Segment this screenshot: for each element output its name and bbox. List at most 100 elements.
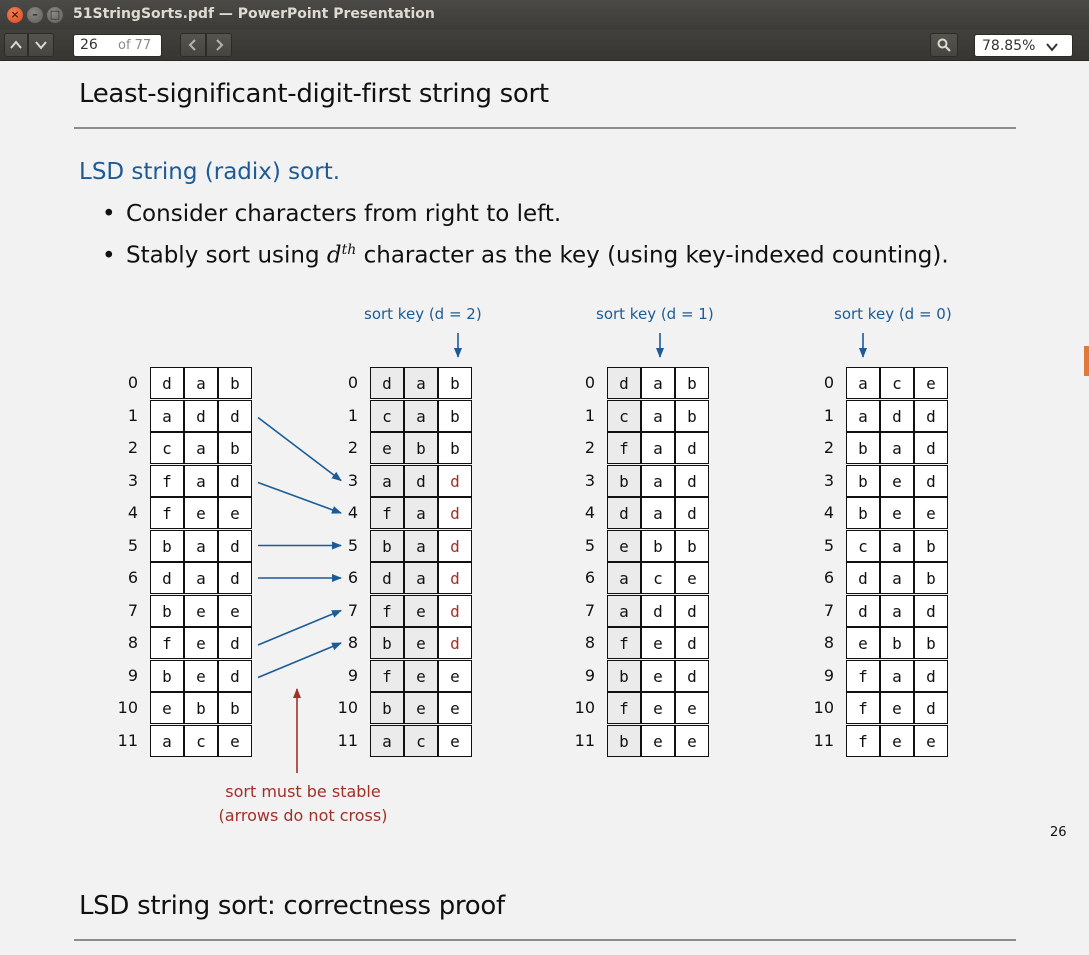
table-cell: a	[846, 399, 880, 432]
table-cell: d	[675, 464, 709, 497]
row-index: 9	[127, 665, 138, 685]
row-index: 6	[127, 568, 138, 587]
title-divider	[74, 127, 1016, 129]
table-cell: d	[880, 399, 914, 432]
scroll-position-marker[interactable]	[1084, 346, 1089, 376]
table-cell: a	[370, 724, 404, 757]
bullet-2-superscript: th	[341, 242, 357, 258]
row-index: 11	[117, 730, 138, 750]
page-number-box: of 77	[73, 34, 162, 57]
minimize-window-button[interactable]: –	[27, 7, 43, 23]
table-cell: a	[184, 529, 218, 562]
table-cell: a	[607, 562, 641, 594]
table-cell: c	[150, 432, 184, 464]
title-bar: × – □ 51StringSorts.pdf — PowerPoint Pre…	[0, 0, 1089, 30]
row-index: 2	[127, 438, 138, 457]
table-cell: f	[150, 497, 184, 529]
chevron-right-icon	[216, 39, 224, 51]
table-cell: e	[184, 594, 218, 627]
table-cell: b	[404, 432, 438, 464]
table-cell: b	[846, 432, 880, 464]
bullet-1: • Consider characters from right to left.	[102, 201, 562, 227]
table-cell: e	[184, 627, 218, 659]
table-cell: d	[641, 594, 675, 627]
table-cell: e	[404, 659, 438, 692]
table-cell: c	[370, 399, 404, 432]
next-slide-title: LSD string sort: correctness proof	[79, 891, 505, 921]
row-index: 4	[127, 503, 138, 522]
table-cell: d	[150, 367, 184, 399]
row-index: 6	[823, 568, 834, 587]
previous-page-up-button[interactable]	[4, 33, 28, 57]
maximize-window-button[interactable]: □	[47, 7, 63, 23]
table-cell: a	[184, 464, 218, 497]
row-index: 4	[584, 503, 595, 522]
row-index: 0	[823, 373, 834, 392]
table-cell: a	[607, 594, 641, 627]
table-cell: b	[914, 529, 948, 562]
table-cell: b	[370, 692, 404, 724]
row-index: 2	[347, 438, 358, 457]
table-cell: b	[607, 464, 641, 497]
row-index: 10	[337, 698, 358, 717]
table-cell: e	[880, 692, 914, 724]
table-cell: e	[150, 692, 184, 724]
row-index: 5	[347, 535, 358, 555]
row-index: 1	[823, 405, 834, 425]
row-index: 2	[823, 438, 834, 457]
table-cell: f	[846, 724, 880, 757]
table-cell: a	[404, 529, 438, 562]
document-view[interactable]: Least-significant-digit-first string sor…	[0, 61, 1089, 955]
bullet-2-text-end: character as the key (using key-indexed …	[356, 242, 949, 269]
page-number-input[interactable]	[80, 37, 110, 53]
row-index: 8	[347, 633, 358, 652]
table-cell: b	[150, 594, 184, 627]
table-cell: a	[846, 367, 880, 399]
bullet-2-variable: d	[326, 242, 342, 269]
table-cell: d	[607, 497, 641, 529]
row-index: 5	[823, 535, 834, 555]
search-button[interactable]	[930, 33, 958, 57]
table-cell: d	[218, 399, 252, 432]
table-cell: f	[370, 659, 404, 692]
table-cell: b	[880, 627, 914, 659]
table-cell: f	[370, 594, 404, 627]
history-back-button[interactable]	[180, 33, 206, 57]
stable-sort-arrow	[257, 642, 342, 679]
row-index: 7	[823, 600, 834, 620]
table-cell: e	[675, 724, 709, 757]
table-cell: b	[675, 367, 709, 399]
table-cell: d	[218, 464, 252, 497]
table-cell: a	[404, 497, 438, 529]
sort-key-label: sort key (d = 0)	[834, 305, 952, 323]
table-cell: b	[438, 367, 472, 399]
table-cell: e	[675, 562, 709, 594]
table-cell: a	[404, 399, 438, 432]
table-cell: a	[641, 464, 675, 497]
table-cell: a	[184, 367, 218, 399]
row-index: 3	[127, 470, 138, 490]
next-title-divider	[74, 939, 1016, 941]
chevron-up-icon	[10, 40, 22, 49]
slide-title: Least-significant-digit-first string sor…	[79, 79, 549, 109]
close-window-button[interactable]: ×	[7, 7, 23, 23]
table-cell: d	[218, 659, 252, 692]
row-index: 8	[127, 633, 138, 652]
next-page-down-button[interactable]	[28, 33, 54, 57]
table-cell: b	[914, 627, 948, 659]
table-cell: e	[914, 367, 948, 399]
table-cell: a	[641, 432, 675, 464]
history-forward-button[interactable]	[206, 33, 232, 57]
zoom-select[interactable]: 78.85%	[974, 34, 1073, 57]
table-cell: a	[370, 464, 404, 497]
row-index: 10	[813, 698, 834, 717]
table-cell: a	[150, 399, 184, 432]
table-cell: b	[218, 692, 252, 724]
table-cell: b	[218, 432, 252, 464]
row-index: 7	[127, 600, 138, 620]
table-cell: f	[150, 464, 184, 497]
table-cell: b	[370, 529, 404, 562]
search-icon	[937, 38, 951, 52]
row-index: 1	[347, 405, 358, 425]
row-index: 10	[574, 698, 595, 717]
